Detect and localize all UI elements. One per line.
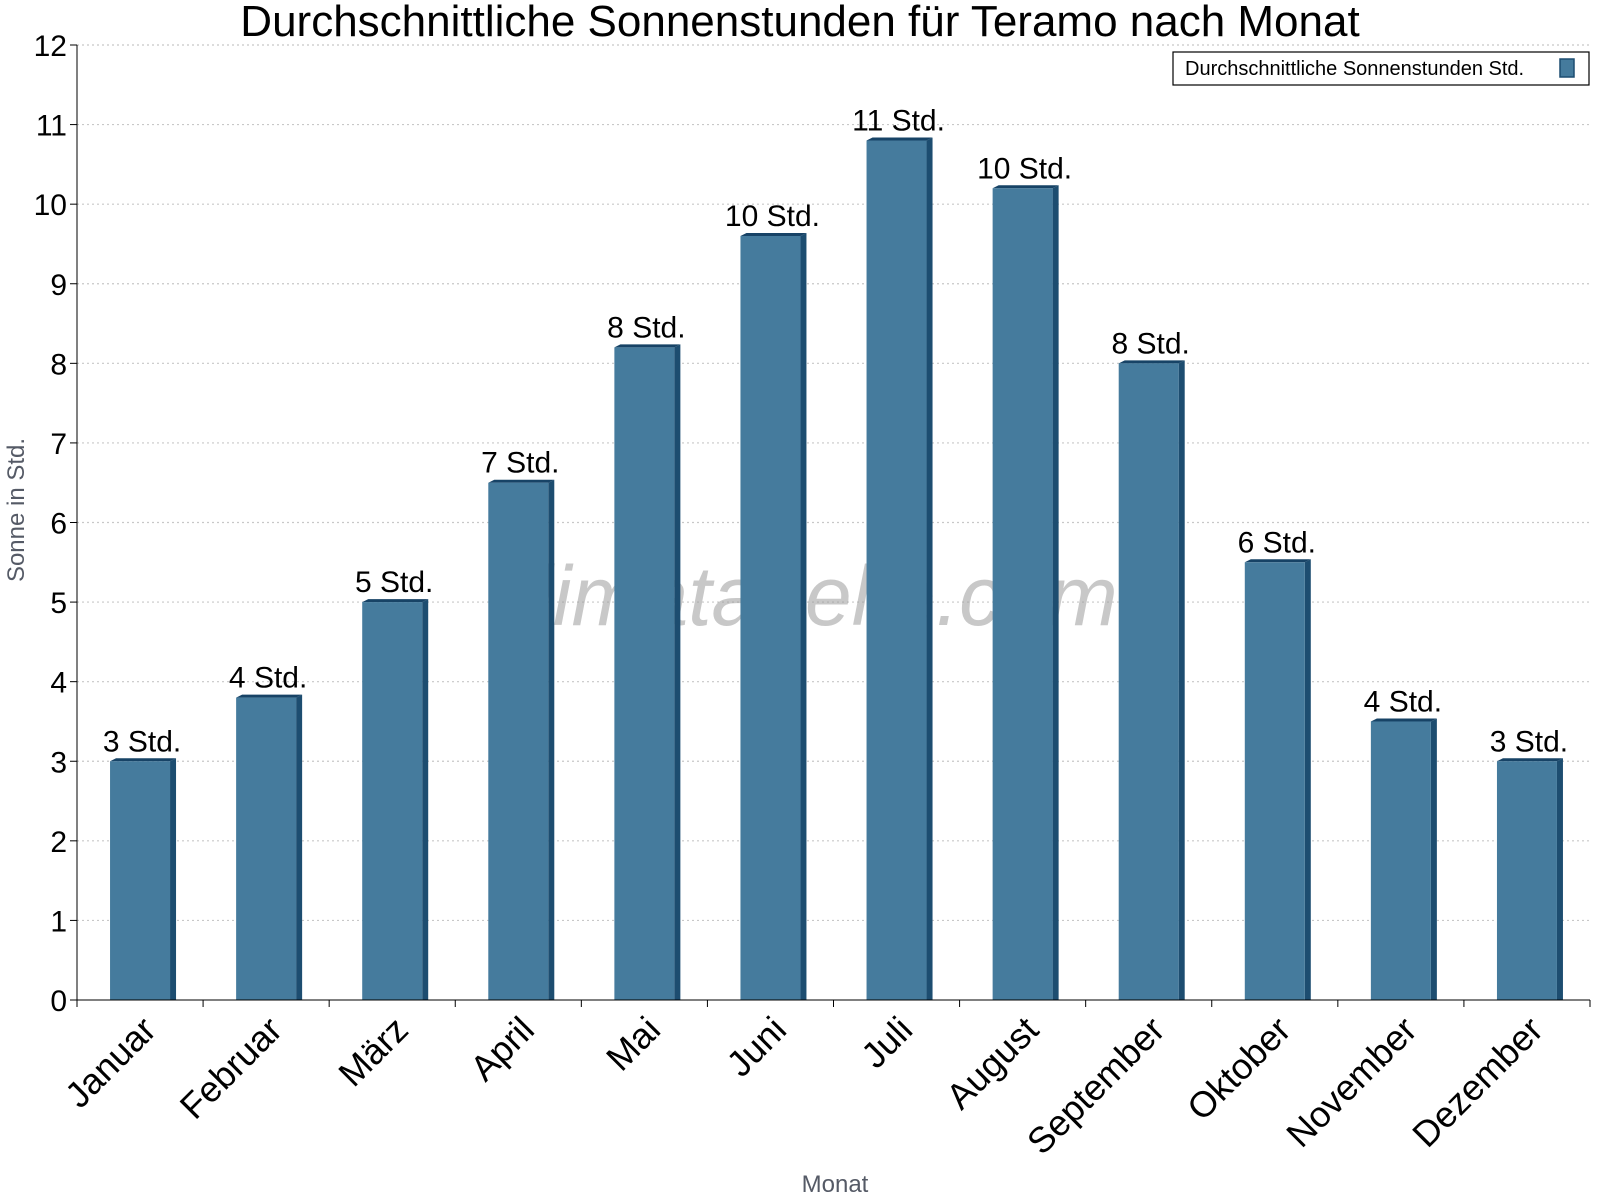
bar-top xyxy=(488,479,555,483)
x-tick-label: Oktober xyxy=(1179,1009,1299,1129)
bar-top xyxy=(236,694,303,698)
chart-title: Durchschnittliche Sonnenstunden für Tera… xyxy=(240,0,1359,46)
y-axis-label: Sonne in Std. xyxy=(3,438,30,582)
legend: Durchschnittliche Sonnenstunden Std. xyxy=(1172,51,1590,86)
bar-top xyxy=(1118,360,1185,364)
data-label: 4 Std. xyxy=(229,662,307,695)
x-tick-label: Juni xyxy=(718,1009,794,1085)
data-label: 10 Std. xyxy=(725,200,820,233)
y-tick-label: 7 xyxy=(50,428,67,461)
x-tick-label: Dezember xyxy=(1404,1009,1550,1155)
data-labels: 3 Std. 4 Std. 5 Std. 7 Std. 8 Std. 10 Std. 11 … xyxy=(103,105,1568,759)
x-tick-label: Januar xyxy=(57,1009,164,1116)
bar-top xyxy=(362,599,429,603)
y-tick-label: 10 xyxy=(34,189,67,222)
bar-top xyxy=(1244,559,1311,563)
data-label: 7 Std. xyxy=(481,447,559,480)
data-label: 11 Std. xyxy=(852,105,945,138)
bar-top xyxy=(1496,758,1563,762)
bar-side xyxy=(296,694,303,1000)
bar-side xyxy=(422,599,429,1000)
y-tick-label: 6 xyxy=(50,508,67,541)
legend-swatch xyxy=(1559,58,1575,78)
y-tick-label: 3 xyxy=(50,746,67,779)
data-label: 3 Std. xyxy=(103,725,181,758)
data-label: 4 Std. xyxy=(1364,685,1442,718)
bar xyxy=(866,140,927,1000)
y-tick-label: 2 xyxy=(50,826,67,859)
gridlines xyxy=(77,44,1590,922)
y-tick-label: 11 xyxy=(36,110,67,143)
data-label: 8 Std. xyxy=(607,311,685,344)
bar-side xyxy=(800,233,807,1000)
data-label: 5 Std. xyxy=(355,566,433,599)
y-tick-label: 1 xyxy=(50,905,67,938)
bar-top xyxy=(110,758,177,762)
data-label: 10 Std. xyxy=(977,152,1072,185)
x-axis-label: Monat xyxy=(802,1171,869,1198)
data-label: 6 Std. xyxy=(1238,526,1316,559)
bar xyxy=(614,347,675,1001)
bars xyxy=(110,137,1563,1001)
bar-side xyxy=(1430,718,1437,1000)
x-tick-label: Mai xyxy=(598,1009,668,1079)
bar-side xyxy=(1304,559,1311,1000)
bar-side xyxy=(926,137,933,1000)
bar-top xyxy=(992,185,1059,189)
bar-side xyxy=(674,344,681,1001)
bar xyxy=(992,188,1053,1000)
y-tick-label: 8 xyxy=(50,348,67,381)
bar xyxy=(1496,761,1557,1000)
bar xyxy=(110,761,171,1000)
y-tick-label: 4 xyxy=(50,667,67,700)
bar xyxy=(362,602,423,1000)
x-tick-label: August xyxy=(938,1009,1046,1117)
bar-side xyxy=(1178,360,1185,1000)
bar-side xyxy=(1052,185,1059,1000)
bar xyxy=(488,482,549,1000)
legend-box xyxy=(1172,51,1590,86)
y-tick-label: 0 xyxy=(50,985,67,1018)
bar xyxy=(1370,721,1431,1000)
bar-side xyxy=(170,758,177,1000)
y-tick-label: 5 xyxy=(50,587,67,620)
legend-label: Durchschnittliche Sonnenstunden Std. xyxy=(1185,58,1524,80)
x-tick-label: September xyxy=(1019,1009,1173,1163)
bar-side xyxy=(548,479,555,1000)
bar xyxy=(1118,363,1179,1000)
x-axis-ticks: Januar Februar März April Mai Juni Juli AugustS… xyxy=(57,1000,1591,1163)
x-tick-label: März xyxy=(330,1009,416,1095)
bar xyxy=(740,236,801,1000)
bar xyxy=(236,697,297,1000)
bar-top xyxy=(1370,718,1437,722)
bar xyxy=(1244,562,1305,1000)
bar-side xyxy=(1556,758,1563,1000)
data-label: 8 Std. xyxy=(1112,327,1190,360)
bar-top xyxy=(740,233,807,236)
y-tick-label: 9 xyxy=(50,269,67,302)
x-tick-label: Februar xyxy=(172,1009,290,1127)
y-tick-label: 12 xyxy=(34,30,67,63)
data-label: 3 Std. xyxy=(1490,725,1568,758)
x-tick-label: November xyxy=(1278,1009,1424,1155)
bar-top xyxy=(614,344,681,348)
x-tick-label: April xyxy=(462,1009,542,1089)
x-tick-label: Juli xyxy=(853,1009,920,1076)
bar-top xyxy=(866,137,933,141)
